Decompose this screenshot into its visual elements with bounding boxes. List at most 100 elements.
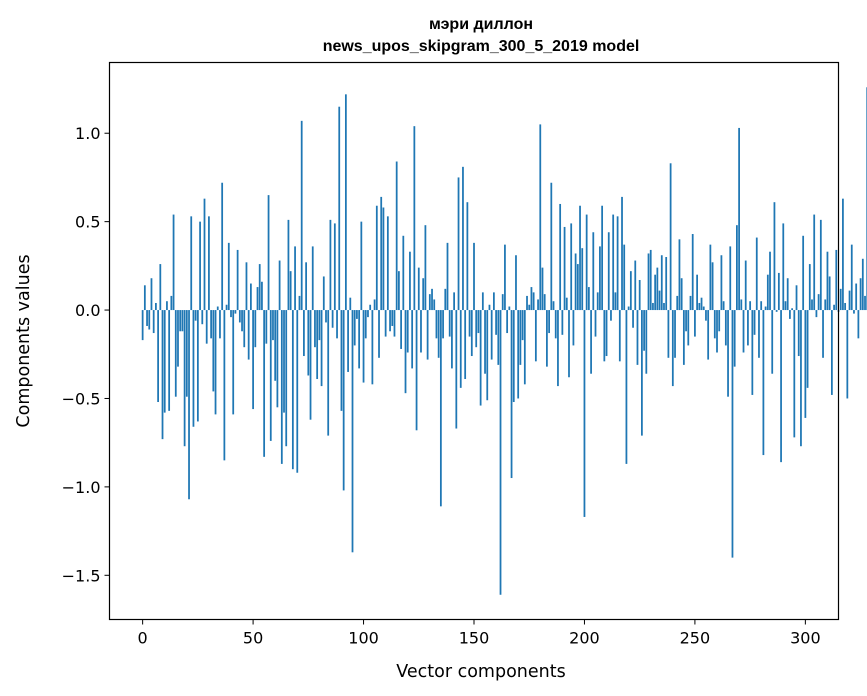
bar [773, 202, 776, 311]
bar [731, 310, 734, 558]
bar [252, 310, 254, 410]
bar [830, 310, 833, 395]
bar [775, 310, 778, 312]
bar [842, 198, 844, 311]
bar [340, 310, 343, 411]
bar [181, 310, 184, 332]
bar [316, 310, 319, 380]
bar [561, 310, 564, 335]
bar [528, 304, 531, 311]
bar [141, 310, 144, 341]
bar-series [141, 87, 867, 595]
bar [444, 288, 447, 311]
bar [736, 225, 738, 311]
bar [755, 237, 758, 311]
bar [716, 310, 718, 353]
bar [159, 264, 162, 311]
bar [245, 262, 248, 311]
bar [835, 249, 838, 311]
bar [311, 246, 314, 311]
bar [791, 308, 793, 311]
bar [599, 246, 601, 311]
bar [846, 310, 849, 399]
bar [559, 203, 562, 311]
bar [636, 310, 639, 365]
bar [227, 242, 230, 311]
bar [722, 301, 725, 311]
bar [402, 235, 405, 311]
bar [747, 310, 749, 346]
bar [309, 310, 312, 420]
bar [738, 127, 740, 311]
bar [163, 310, 166, 413]
bar [824, 299, 827, 311]
bar [298, 295, 301, 311]
bar [579, 205, 581, 311]
bar [283, 310, 285, 413]
bar [413, 126, 416, 311]
bar [534, 310, 537, 362]
bar [168, 310, 171, 411]
bar [729, 246, 732, 311]
bar [210, 310, 212, 339]
bar [532, 292, 535, 311]
bar [512, 310, 515, 403]
bar [305, 262, 307, 311]
bar [349, 297, 352, 311]
bar [499, 310, 502, 595]
bar [645, 310, 648, 374]
bar [188, 310, 190, 500]
bar [718, 310, 721, 332]
bar [802, 235, 805, 311]
bar [521, 310, 524, 341]
bar [428, 294, 431, 311]
bar [665, 257, 668, 311]
bar [530, 287, 533, 311]
bar [694, 310, 696, 337]
bar [342, 310, 345, 491]
bar [172, 214, 175, 311]
bar [307, 310, 310, 376]
bar [318, 310, 321, 341]
bar [314, 310, 316, 348]
bar [395, 161, 398, 311]
bar [230, 310, 232, 318]
bar [420, 310, 422, 353]
bar [864, 295, 866, 311]
bar [212, 310, 215, 392]
bar [234, 310, 237, 314]
bar [493, 292, 495, 311]
bar [552, 301, 555, 311]
bar [185, 310, 188, 397]
bar [758, 310, 760, 358]
bar [698, 302, 701, 311]
bar [451, 310, 453, 369]
bar [223, 310, 226, 461]
bar [241, 310, 243, 332]
bar [751, 310, 754, 395]
y-tick-label: 1.0 [75, 124, 100, 143]
bar [486, 310, 489, 401]
bar [848, 290, 851, 311]
bar [417, 267, 420, 311]
bar [766, 274, 769, 311]
bar [291, 310, 294, 470]
bar [287, 219, 290, 311]
bar [435, 310, 438, 339]
bar [603, 310, 606, 362]
bar [347, 310, 349, 372]
bar [605, 310, 608, 357]
bar [742, 310, 745, 353]
bar [616, 216, 619, 311]
bar [203, 198, 206, 311]
bar [364, 310, 367, 339]
bar [517, 310, 520, 399]
bar [674, 310, 676, 358]
bar [232, 310, 235, 415]
bar [285, 310, 288, 447]
bar [404, 310, 407, 394]
bar [373, 299, 376, 311]
bar [426, 310, 429, 360]
bar [263, 310, 266, 457]
